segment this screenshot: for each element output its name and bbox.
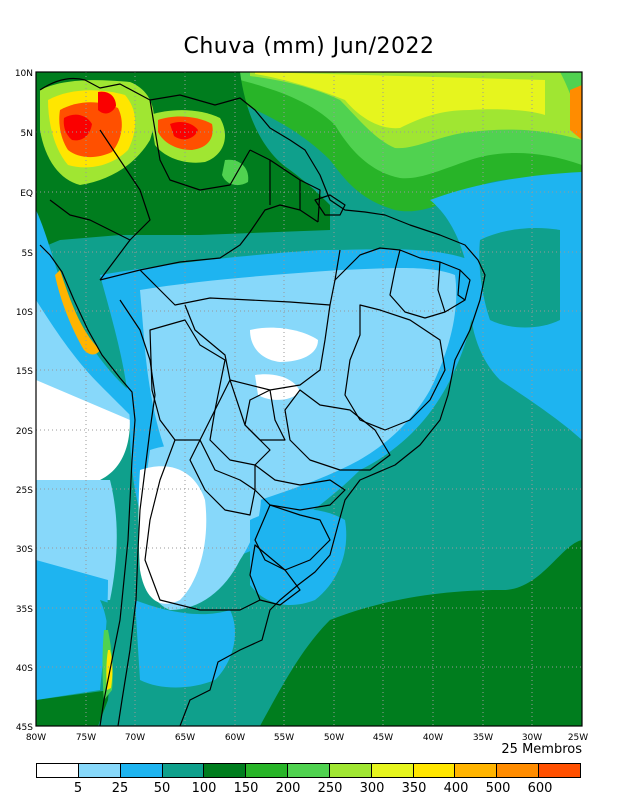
bolivia-border — [149, 319, 226, 441]
legend-swatch — [78, 764, 121, 777]
legend-label: 250 — [317, 781, 343, 796]
legend-label: 350 — [401, 781, 427, 796]
amazonas-border — [139, 249, 341, 306]
pacific-25 — [36, 300, 135, 420]
legend-labels: 5 25 50 100 150 200 250 300 350 400 500 … — [0, 781, 618, 797]
brazil-west-border — [99, 204, 319, 281]
ne-states — [389, 249, 471, 319]
legend-label: 5 — [73, 781, 83, 796]
bahia-border — [344, 304, 446, 431]
legend-swatch — [329, 764, 372, 777]
sc-rs-border — [254, 504, 331, 571]
precipitation-field — [36, 72, 582, 726]
colombia-600a — [63, 114, 92, 141]
lat-label: 5N — [21, 129, 33, 139]
para-border — [334, 247, 401, 281]
lat-label: 10N — [15, 69, 33, 79]
legend-swatch — [246, 764, 289, 777]
legend-swatch — [539, 764, 580, 777]
colombia-600b — [98, 91, 116, 114]
legend-swatch — [204, 764, 247, 777]
legend-label: 500 — [485, 781, 511, 796]
legend-label: 400 — [443, 781, 469, 796]
atlantic-150-band — [260, 540, 582, 726]
pacific-south-50 — [36, 560, 108, 700]
lon-label: 40W — [423, 733, 443, 743]
legend-swatch — [120, 764, 163, 777]
legend-label: 300 — [359, 781, 385, 796]
lon-label: 25W — [568, 733, 588, 743]
minas-border — [284, 389, 391, 471]
legend-label: 150 — [233, 781, 259, 796]
uruguay-border — [249, 544, 301, 606]
longitude-labels: 80W 75W 70W 65W 60W 55W 50W 45W 40W 35W … — [26, 733, 588, 743]
lat-label: 40S — [16, 664, 33, 674]
lon-label: 30W — [522, 733, 542, 743]
guianas — [249, 149, 321, 223]
sp-pr-border — [254, 464, 346, 511]
legend-swatch — [497, 764, 540, 777]
paraguay-border — [189, 439, 256, 516]
lat-label: 30S — [16, 545, 33, 555]
lat-label: EQ — [20, 189, 33, 199]
legend-swatch — [162, 764, 205, 777]
coastline — [39, 77, 486, 727]
legend-swatch — [413, 764, 456, 777]
lon-label: 70W — [125, 733, 145, 743]
color-legend — [36, 763, 581, 778]
legend-swatch — [455, 764, 498, 777]
map-title: Chuva (mm) Jun/2022 — [183, 34, 435, 59]
lon-label: 45W — [373, 733, 393, 743]
graticule — [36, 72, 582, 726]
southern-ocean-green — [36, 690, 110, 726]
lon-label: 80W — [26, 733, 46, 743]
marajo-islands — [314, 194, 346, 216]
itcz-core-orange — [570, 85, 582, 140]
south-brazil-50 — [250, 508, 347, 605]
map-frame — [35, 71, 583, 727]
lon-label: 50W — [324, 733, 344, 743]
south-chaco-50 — [135, 600, 235, 688]
peru-coast-300 — [55, 270, 100, 355]
andes-border — [117, 299, 156, 727]
venezuela-600 — [170, 122, 198, 140]
legend-swatch — [37, 764, 79, 777]
lat-label: 10S — [16, 308, 33, 318]
lat-label: 45S — [16, 723, 33, 733]
legend-swatch — [371, 764, 414, 777]
legend-label: 25 — [111, 781, 129, 796]
legend-swatch — [288, 764, 330, 777]
legend-label: 200 — [275, 781, 301, 796]
goias-5 — [255, 374, 300, 400]
itcz-band-yellow — [255, 72, 545, 129]
lon-label: 55W — [274, 733, 294, 743]
legend-label: 600 — [527, 781, 553, 796]
legend-label: 50 — [153, 781, 171, 796]
lat-label: 15S — [16, 367, 33, 377]
ecuador-peru — [49, 199, 131, 281]
lon-label: 65W — [175, 733, 195, 743]
pacific-5 — [36, 380, 130, 480]
lat-label: 20S — [16, 427, 33, 437]
legend-label: 100 — [191, 781, 217, 796]
members-count: 25 Membros — [501, 742, 582, 757]
lat-label: 35S — [16, 605, 33, 615]
atlantic-100-inner — [479, 228, 560, 328]
boundaries — [39, 77, 486, 727]
lon-label: 60W — [225, 733, 245, 743]
ne-inner — [437, 261, 466, 313]
argentina-border — [144, 439, 261, 611]
lon-label: 75W — [76, 733, 96, 743]
lat-label: 5S — [22, 249, 34, 259]
lon-label: 35W — [473, 733, 493, 743]
latitude-labels: 10N 5N EQ 5S 10S 15S 20S 25S 30S 35S 40S… — [15, 69, 33, 733]
venezuela-colombia — [99, 99, 251, 241]
pacific-coastline — [39, 244, 136, 727]
lat-label: 25S — [16, 486, 33, 496]
